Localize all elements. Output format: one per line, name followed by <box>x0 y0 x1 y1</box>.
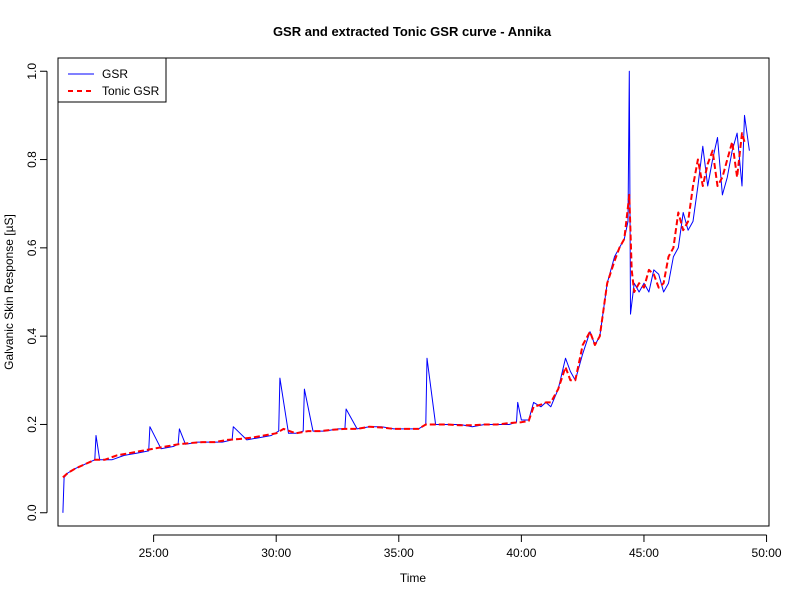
legend-box <box>57 57 167 103</box>
legend-label-tonic-gsr: Tonic GSR <box>102 84 160 98</box>
y-axis: 0.0 0.2 0.4 0.6 0.8 1.0 <box>25 63 48 521</box>
y-axis-label: Galvanic Skin Response [µS] <box>2 214 16 370</box>
x-tick-label: 35:00 <box>384 546 414 560</box>
chart-title: GSR and extracted Tonic GSR curve - Anni… <box>273 24 552 39</box>
x-tick-label: 30:00 <box>261 546 291 560</box>
y-tick-label: 0.4 <box>25 327 39 344</box>
series-line-gsr <box>62 70 750 513</box>
series-layer <box>62 70 750 513</box>
legend-label-gsr: GSR <box>102 67 128 81</box>
series-line-tonic-gsr <box>62 132 746 479</box>
y-tick-label: 0.2 <box>25 416 39 433</box>
x-tick-label: 25:00 <box>139 546 169 560</box>
x-axis: 25:00 30:00 35:00 40:00 45:00 50:00 <box>139 534 782 560</box>
legend: GSR Tonic GSR <box>57 57 167 103</box>
x-tick-label: 40:00 <box>506 546 536 560</box>
plot-area <box>57 57 770 527</box>
plot-frame <box>57 57 770 527</box>
x-tick-label: 50:00 <box>752 546 782 560</box>
y-tick-label: 0.6 <box>25 239 39 256</box>
y-tick-label: 1.0 <box>25 63 39 80</box>
y-tick-label: 0.8 <box>25 151 39 168</box>
x-axis-label: Time <box>400 571 427 585</box>
y-tick-label: 0.0 <box>25 504 39 521</box>
x-tick-label: 45:00 <box>629 546 659 560</box>
